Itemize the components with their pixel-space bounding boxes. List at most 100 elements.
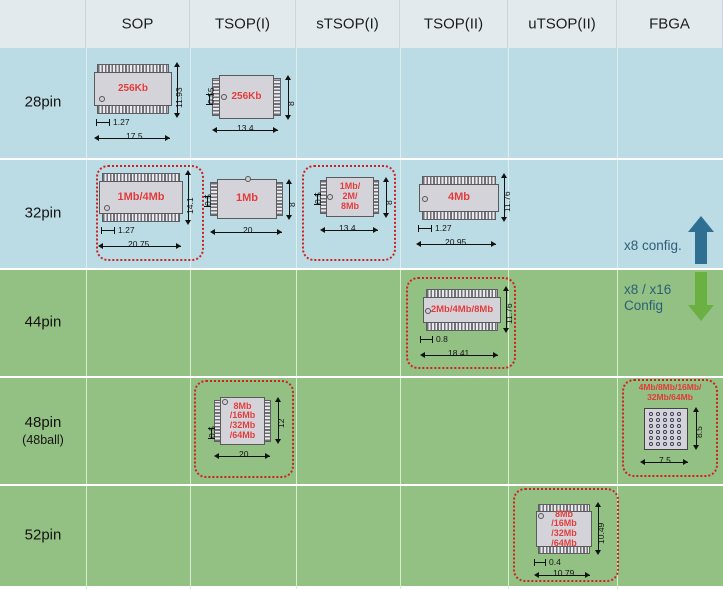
row-label-44pin-text: 44pin [24, 313, 62, 331]
package-body: 1Mb [217, 179, 277, 219]
pin1-marker [245, 176, 251, 182]
dim-pitch-tick-bottom [314, 204, 321, 205]
dim-width-label: 20 [239, 449, 249, 459]
dim-height-label: 10.49 [596, 522, 606, 544]
header-utsop2-label: uTSOP(II) [528, 15, 596, 33]
package-28pin-sop: 256Kb 11.93 1.27 17.5 [88, 58, 188, 150]
dim-width-line [218, 456, 270, 457]
dim-width-label: 13.4 [237, 123, 254, 133]
dim-height-label: 11.76 [504, 303, 514, 324]
legend-x8x16-line1: x8 / x16 [624, 282, 672, 297]
dim-pitch-label: 1.27 [113, 117, 130, 127]
col-sep-4-green [400, 270, 401, 589]
dim-height-line [386, 181, 387, 215]
row-sep-32-44 [0, 268, 723, 270]
dim-pitch-tick-right [545, 559, 546, 566]
dim-width-line [420, 244, 496, 245]
dim-width-line [644, 462, 688, 463]
header-stsop1: sTSOP(I) [296, 0, 400, 48]
dim-pitch-tick-left [101, 227, 102, 234]
row-sep-28-32 [0, 158, 723, 160]
dim-height-arrow-down [275, 439, 281, 444]
pin-comb-bottom [426, 322, 498, 331]
package-body: 8Mb /16Mb /32Mb /64Mb [536, 509, 592, 548]
pin-comb-bottom [102, 213, 180, 222]
row-label-52pin-text: 52pin [24, 526, 62, 544]
dim-height-label: 8 [384, 200, 394, 205]
package-body: 1Mb/4Mb [99, 181, 183, 214]
dim-height-line [278, 401, 279, 441]
row-label-52pin: 52pin [0, 486, 86, 586]
dim-height-arrow-down [285, 115, 291, 120]
package-body: 8Mb /16Mb /32Mb /64Mb [220, 397, 265, 445]
package-body: 1Mb/ 2M/ 8Mb [326, 177, 374, 217]
package-28pin-tsop1: 256Kb 0.55 8 13.4 [204, 68, 300, 138]
density-label: 4Mb/8Mb/16Mb/ 32Mb/64Mb [638, 382, 702, 402]
dim-width-arrow-right [493, 352, 498, 358]
dim-pitch-tick-right [432, 336, 433, 343]
header-tsop2: TSOP(II) [400, 0, 508, 48]
dim-height-line [177, 66, 178, 114]
dim-height-label: 12 [276, 418, 286, 428]
dim-width-label: 20.95 [445, 237, 467, 247]
row-label-48pin-text: 48pin [24, 413, 62, 431]
dim-width-line [324, 230, 378, 231]
package-body: 256Kb [219, 75, 274, 119]
dim-height-arrow-down [503, 328, 509, 333]
density-label: 1Mb/ 2M/ 8Mb [339, 181, 361, 211]
package-body: 2Mb/4Mb/8Mb [423, 297, 501, 323]
header-utsop2: uTSOP(II) [508, 0, 617, 48]
package-52pin-utsop2: 8Mb /16Mb /32Mb /64Mb 10.49 0.4 10.79 [518, 492, 616, 580]
col-sep-6-green [617, 270, 618, 589]
pin1-marker [327, 194, 333, 200]
legend-x8-label: x8 config. [624, 238, 682, 253]
dim-height-arrow-down [501, 217, 507, 222]
dim-width-arrow-left [320, 227, 325, 233]
dim-pitch-tick-right [114, 227, 115, 234]
pin1-marker [538, 513, 544, 519]
dim-width-arrow-left [94, 135, 99, 141]
arrow-up-icon [688, 216, 714, 264]
dim-width-arrow-left [416, 241, 421, 247]
dim-pitch-tick-left [420, 336, 421, 343]
density-label: 4Mb [448, 191, 470, 204]
pin1-marker [425, 308, 431, 314]
row-sep-48-52 [0, 484, 723, 486]
col-sep-1-green [86, 270, 87, 589]
dim-pitch-tick-top [204, 196, 211, 197]
pin-comb-bottom [422, 211, 496, 220]
dim-pitch-tick-left [534, 559, 535, 566]
dim-width-arrow-right [277, 229, 282, 235]
dim-pitch-label: 0.5 [207, 426, 217, 438]
row-sep-44-48 [0, 376, 723, 378]
dim-pitch-tick-left [96, 119, 97, 126]
dim-width-label: 17.5 [126, 131, 143, 141]
package-body: 256Kb [94, 72, 172, 106]
row-label-32pin: 32pin [0, 160, 86, 268]
density-label: 8Mb /16Mb /32Mb /64Mb [229, 400, 256, 440]
dim-height-label: 8 [286, 101, 296, 106]
dim-pitch-line [420, 339, 433, 340]
dim-height-line [506, 290, 507, 330]
row-label-28pin-text: 28pin [24, 93, 62, 111]
dim-height-line [289, 183, 290, 217]
row-band-52pin [0, 486, 723, 586]
dim-pitch-line [96, 122, 110, 123]
dim-pitch-tick-left [418, 225, 419, 232]
col-sep-3-green [296, 270, 297, 589]
header-tsop1: TSOP(I) [190, 0, 296, 48]
dim-width-arrow-right [176, 243, 181, 249]
dim-height-label: 14.1 [185, 197, 195, 214]
dim-width-label: 20 [243, 225, 253, 235]
bottom-edge [0, 586, 723, 589]
dim-pitch-tick-right [109, 119, 110, 126]
header-tsop2-label: TSOP(II) [423, 15, 484, 33]
dim-height-line [504, 177, 505, 219]
dim-height-line [288, 79, 289, 117]
header-fbga-label: FBGA [649, 15, 690, 33]
dim-pitch-label: 1.27 [118, 225, 135, 235]
row-label-44pin: 44pin [0, 270, 86, 376]
package-32pin-tsop2: 4Mb 11.76 1.27 20.95 [406, 168, 512, 260]
ball-grid [644, 408, 688, 450]
header-fbga: FBGA [617, 0, 723, 48]
